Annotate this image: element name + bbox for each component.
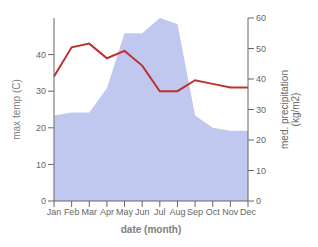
svg-text:Jun: Jun [135,207,150,217]
svg-text:Jan: Jan [47,207,62,217]
svg-text:Feb: Feb [64,207,80,217]
svg-text:Aug: Aug [169,207,185,217]
svg-text:30: 30 [36,86,46,96]
svg-text:0: 0 [41,196,46,206]
svg-text:max temp (C): max temp (C) [11,79,22,140]
svg-text:0: 0 [256,196,261,206]
svg-text:date (month): date (month) [121,224,182,235]
svg-text:10: 10 [36,160,46,170]
svg-text:Jul: Jul [154,207,166,217]
svg-text:med. precipitation(kg/m2): med. precipitation(kg/m2) [279,70,301,149]
svg-text:Mar: Mar [82,207,98,217]
svg-text:40: 40 [36,50,46,60]
svg-text:30: 30 [256,105,266,115]
svg-text:Sep: Sep [187,207,203,217]
svg-text:50: 50 [256,44,266,54]
svg-text:May: May [116,207,134,217]
svg-text:Dec: Dec [240,207,257,217]
svg-text:Apr: Apr [100,207,114,217]
svg-text:10: 10 [256,166,266,176]
svg-text:Oct: Oct [206,207,221,217]
svg-text:20: 20 [36,123,46,133]
svg-text:20: 20 [256,135,266,145]
svg-text:Nov: Nov [222,207,239,217]
svg-text:60: 60 [256,13,266,23]
svg-text:40: 40 [256,74,266,84]
